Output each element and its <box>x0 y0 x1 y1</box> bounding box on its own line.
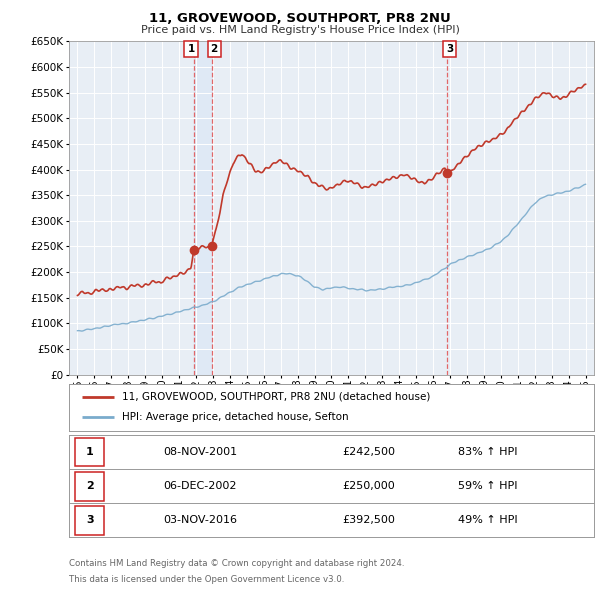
Text: Price paid vs. HM Land Registry's House Price Index (HPI): Price paid vs. HM Land Registry's House … <box>140 25 460 35</box>
Text: 3: 3 <box>86 516 94 525</box>
Bar <box>448 41 456 375</box>
Text: 3: 3 <box>446 44 454 54</box>
Text: 1: 1 <box>86 447 94 457</box>
Bar <box>76 438 104 466</box>
Text: 83% ↑ HPI: 83% ↑ HPI <box>458 447 517 457</box>
Text: 06-DEC-2002: 06-DEC-2002 <box>163 481 237 491</box>
Bar <box>76 472 104 500</box>
Text: £242,500: £242,500 <box>342 447 395 457</box>
Text: 2: 2 <box>86 481 94 491</box>
Text: 59% ↑ HPI: 59% ↑ HPI <box>458 481 517 491</box>
Text: 08-NOV-2001: 08-NOV-2001 <box>163 447 238 457</box>
Text: £250,000: £250,000 <box>342 481 395 491</box>
Text: Contains HM Land Registry data © Crown copyright and database right 2024.: Contains HM Land Registry data © Crown c… <box>69 559 404 568</box>
Text: £392,500: £392,500 <box>342 516 395 525</box>
Text: 1: 1 <box>187 44 194 54</box>
Bar <box>76 506 104 535</box>
Text: This data is licensed under the Open Government Licence v3.0.: This data is licensed under the Open Gov… <box>69 575 344 584</box>
Bar <box>194 41 212 375</box>
Text: 03-NOV-2016: 03-NOV-2016 <box>163 516 238 525</box>
Text: 49% ↑ HPI: 49% ↑ HPI <box>458 516 517 525</box>
Text: 11, GROVEWOOD, SOUTHPORT, PR8 2NU: 11, GROVEWOOD, SOUTHPORT, PR8 2NU <box>149 12 451 25</box>
Text: HPI: Average price, detached house, Sefton: HPI: Average price, detached house, Seft… <box>121 412 348 422</box>
Text: 2: 2 <box>211 44 218 54</box>
Text: 11, GROVEWOOD, SOUTHPORT, PR8 2NU (detached house): 11, GROVEWOOD, SOUTHPORT, PR8 2NU (detac… <box>121 392 430 402</box>
